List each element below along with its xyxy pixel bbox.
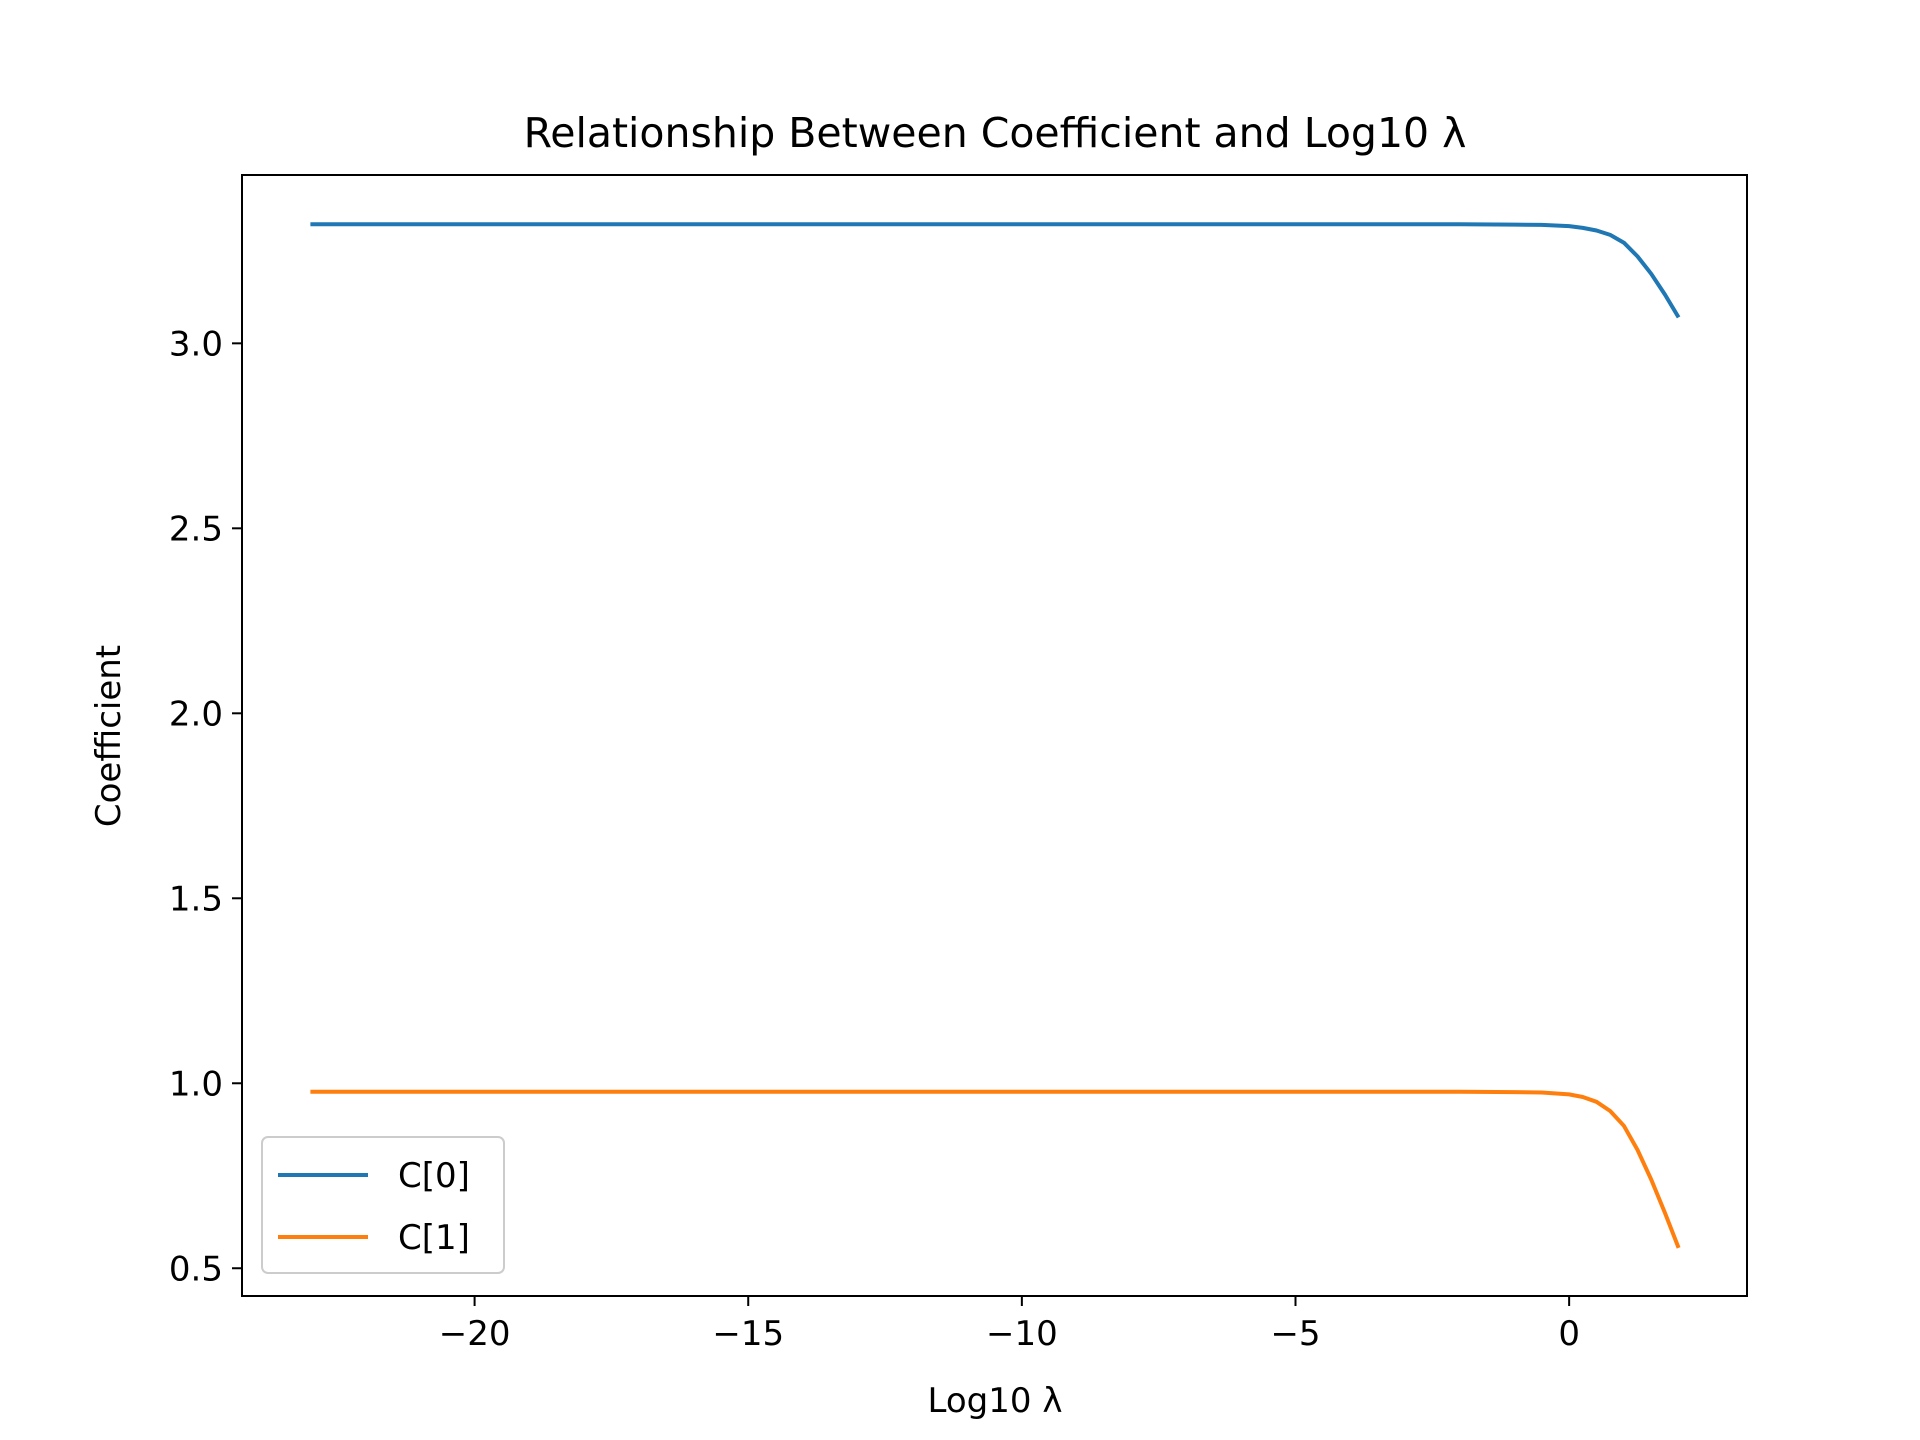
x-tick-label: 0 <box>1558 1314 1580 1354</box>
series-lines <box>310 222 1681 1249</box>
legend-label-0: C[0] <box>398 1156 470 1196</box>
y-axis-ticks: 0.5 1.0 1.5 2.0 2.5 3.0 <box>169 324 242 1289</box>
plot-area <box>241 174 1748 1297</box>
axes-frame <box>241 174 1748 1297</box>
series-line-1 <box>310 1089 1681 1249</box>
legend: C[0] C[1] <box>261 1136 505 1274</box>
x-tick-label: −5 <box>1270 1314 1320 1354</box>
x-tick-label: −10 <box>986 1314 1058 1354</box>
x-axis-label: Log10 λ <box>928 1381 1063 1421</box>
y-tick-label: 0.5 <box>169 1249 223 1289</box>
y-tick-label: 2.0 <box>169 694 223 734</box>
x-tick-label: −20 <box>439 1314 511 1354</box>
chart-title: Relationship Between Coefficient and Log… <box>524 109 1467 157</box>
y-tick-label: 3.0 <box>169 324 223 364</box>
y-tick-label: 2.5 <box>169 509 223 549</box>
y-tick-label: 1.5 <box>169 879 223 919</box>
y-tick-label: 1.0 <box>169 1064 223 1104</box>
legend-label-1: C[1] <box>398 1218 470 1258</box>
y-axis-label: Coefficient <box>89 645 129 827</box>
series-line-0 <box>310 222 1681 319</box>
x-tick-label: −15 <box>712 1314 784 1354</box>
x-axis-ticks: −20 −15 −10 −5 0 <box>439 1296 1580 1354</box>
